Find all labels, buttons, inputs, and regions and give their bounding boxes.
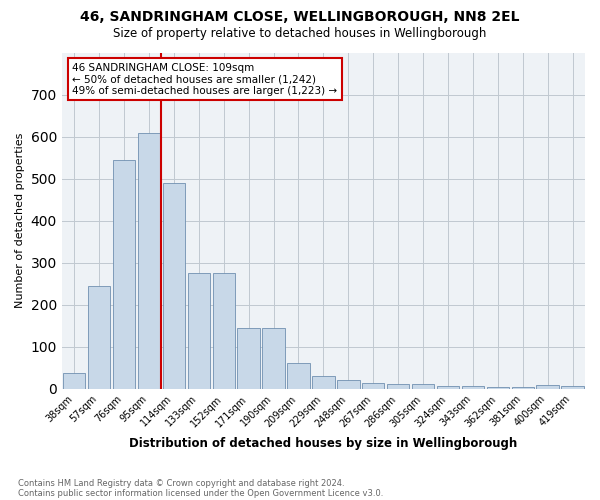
Bar xyxy=(163,183,185,389)
Text: Contains public sector information licensed under the Open Government Licence v3: Contains public sector information licen… xyxy=(18,488,383,498)
Bar xyxy=(212,274,235,389)
Bar xyxy=(113,160,135,389)
Bar xyxy=(238,328,260,389)
Text: Size of property relative to detached houses in Wellingborough: Size of property relative to detached ho… xyxy=(113,28,487,40)
Bar xyxy=(312,376,335,389)
Bar xyxy=(138,133,160,389)
Text: 46 SANDRINGHAM CLOSE: 109sqm
← 50% of detached houses are smaller (1,242)
49% of: 46 SANDRINGHAM CLOSE: 109sqm ← 50% of de… xyxy=(72,62,337,96)
Bar xyxy=(337,380,359,389)
Bar xyxy=(362,382,385,389)
Bar xyxy=(88,286,110,389)
Bar xyxy=(487,387,509,389)
Text: Contains HM Land Registry data © Crown copyright and database right 2024.: Contains HM Land Registry data © Crown c… xyxy=(18,478,344,488)
Y-axis label: Number of detached properties: Number of detached properties xyxy=(15,133,25,308)
Bar xyxy=(188,274,210,389)
Bar xyxy=(512,387,534,389)
Bar xyxy=(437,386,459,389)
Bar xyxy=(536,384,559,389)
Text: 46, SANDRINGHAM CLOSE, WELLINGBOROUGH, NN8 2EL: 46, SANDRINGHAM CLOSE, WELLINGBOROUGH, N… xyxy=(80,10,520,24)
Bar xyxy=(461,386,484,389)
Bar xyxy=(63,373,85,389)
Bar xyxy=(412,384,434,389)
Bar xyxy=(262,328,285,389)
Bar xyxy=(387,384,409,389)
Bar xyxy=(562,386,584,389)
X-axis label: Distribution of detached houses by size in Wellingborough: Distribution of detached houses by size … xyxy=(129,437,518,450)
Bar xyxy=(287,363,310,389)
